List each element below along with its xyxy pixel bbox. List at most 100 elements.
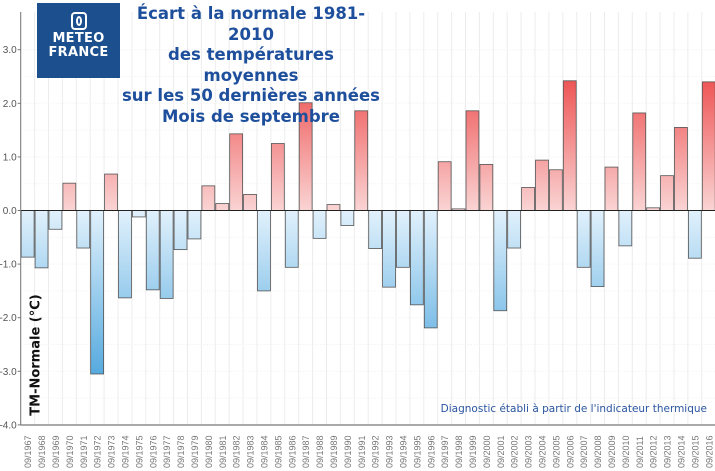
bar-09-1986 bbox=[284, 210, 299, 268]
bar-09-1994 bbox=[396, 210, 410, 268]
x-tick-label: 09/1972 bbox=[93, 435, 103, 468]
bar-09-1980 bbox=[201, 185, 216, 211]
bar-09-1982 bbox=[229, 133, 243, 211]
bar-09-2016 bbox=[701, 81, 715, 211]
x-tick-label: 09/1993 bbox=[385, 435, 395, 468]
bar-09-1993 bbox=[382, 210, 396, 288]
bar-09-1968 bbox=[34, 210, 49, 269]
bar-09-1978 bbox=[173, 210, 188, 251]
bar-09-1979 bbox=[187, 210, 202, 240]
x-tick-label: 09/1987 bbox=[301, 435, 311, 468]
x-tick-label: 09/2005 bbox=[551, 435, 561, 468]
x-tick-label: 09/2009 bbox=[607, 435, 617, 468]
x-tick-label: 09/1971 bbox=[79, 435, 89, 468]
bar-09-2003 bbox=[521, 187, 535, 211]
x-tick-label: 09/1986 bbox=[287, 435, 297, 468]
bar-09-2006 bbox=[562, 80, 577, 211]
x-tick-label: 09/1995 bbox=[412, 435, 422, 468]
x-tick-label: 09/1990 bbox=[343, 435, 353, 468]
bar-09-2000 bbox=[479, 164, 494, 211]
x-tick-label: 09/1992 bbox=[371, 435, 381, 468]
x-tick-label: 09/1975 bbox=[134, 435, 144, 468]
bar-09-2001 bbox=[493, 210, 508, 312]
bar-09-1974 bbox=[118, 210, 132, 299]
x-tick-label: 09/2015 bbox=[690, 435, 700, 468]
x-tick-label: 09/1980 bbox=[204, 435, 214, 468]
bar-09-1996 bbox=[423, 210, 438, 329]
x-tick-label: 09/1981 bbox=[218, 435, 228, 468]
y-tick-label: -4.0 bbox=[0, 420, 17, 431]
bar-09-1992 bbox=[368, 210, 383, 249]
x-tick-label: 09/2006 bbox=[565, 435, 575, 468]
x-tick-label: 09/2000 bbox=[482, 435, 492, 468]
x-tick-label: 09/2014 bbox=[676, 435, 686, 468]
y-tick-label: 2.0 bbox=[3, 99, 17, 110]
bar-09-2013 bbox=[660, 175, 674, 211]
bar-09-1971 bbox=[76, 210, 91, 249]
x-tick-label: 09/1994 bbox=[398, 435, 408, 468]
bar-09-1967 bbox=[20, 210, 35, 258]
bar-09-2008 bbox=[590, 210, 605, 288]
bar-09-2005 bbox=[549, 169, 563, 211]
bar-09-1997 bbox=[437, 161, 452, 211]
footnote: Diagnostic établi à partir de l'indicate… bbox=[440, 403, 707, 415]
x-tick-label: 09/2001 bbox=[496, 435, 506, 468]
bar-09-2004 bbox=[535, 159, 549, 211]
bar-09-1972 bbox=[90, 210, 104, 375]
y-tick-label: 1.0 bbox=[3, 152, 17, 163]
x-tick-label: 09/1974 bbox=[120, 435, 130, 468]
bar-09-2010 bbox=[618, 210, 633, 247]
bar-09-1970 bbox=[62, 182, 77, 211]
x-tick-label: 09/1997 bbox=[440, 435, 450, 468]
bar-09-1999 bbox=[465, 110, 480, 211]
x-tick-label: 09/1996 bbox=[426, 435, 436, 468]
x-tick-label: 09/2011 bbox=[635, 436, 645, 468]
bar-09-1981 bbox=[215, 203, 230, 211]
bar-09-1990 bbox=[340, 210, 355, 226]
y-tick-label: 0.0 bbox=[3, 206, 17, 217]
y-tick-label: -3.0 bbox=[0, 367, 17, 378]
x-tick-label: 09/1999 bbox=[468, 435, 478, 468]
x-tick-label: 09/2002 bbox=[510, 435, 520, 468]
x-tick-label: 09/1979 bbox=[190, 435, 200, 468]
bar-09-1977 bbox=[159, 210, 174, 299]
x-tick-label: 09/1968 bbox=[37, 435, 47, 468]
x-tick-label: 09/1976 bbox=[148, 435, 158, 468]
x-tick-label: 09/2008 bbox=[593, 435, 603, 468]
logo-icon bbox=[70, 12, 87, 30]
x-tick-label: 09/1969 bbox=[51, 435, 61, 468]
x-tick-label: 09/1973 bbox=[107, 435, 117, 468]
bar-09-2007 bbox=[576, 210, 591, 268]
x-tick-label: 09/1985 bbox=[273, 435, 283, 468]
bar-09-1983 bbox=[243, 194, 257, 211]
meteo-france-logo: METEO FRANCE bbox=[37, 3, 120, 78]
x-tick-label: 09/1983 bbox=[246, 435, 256, 468]
x-tick-label: 09/2004 bbox=[537, 435, 547, 468]
bars bbox=[20, 80, 715, 375]
x-tick-label: 09/1998 bbox=[454, 435, 464, 468]
x-tick-label: 09/1988 bbox=[315, 435, 325, 468]
grid bbox=[20, 12, 715, 426]
x-tick-label: 09/2016 bbox=[704, 435, 714, 468]
bar-09-1989 bbox=[326, 204, 341, 211]
x-tick-label: 09/1982 bbox=[232, 435, 242, 468]
bar-09-1973 bbox=[104, 173, 118, 211]
x-tick-label: 09/2012 bbox=[649, 435, 659, 468]
bar-09-2011 bbox=[632, 112, 647, 211]
x-tick-label: 09/1991 bbox=[357, 435, 367, 468]
y-tick-label: 3.0 bbox=[3, 45, 17, 56]
x-tick-label: 09/2010 bbox=[621, 435, 631, 468]
bar-09-1988 bbox=[312, 210, 327, 239]
x-tick-label: 09/2003 bbox=[524, 435, 534, 468]
chart-title: Écart à la normale 1981-2010 des tempéra… bbox=[121, 4, 381, 126]
y-axis-label: TM-Normale (°C) bbox=[28, 294, 44, 416]
bar-09-1969 bbox=[48, 210, 63, 230]
x-tick-label: 09/1970 bbox=[65, 435, 75, 468]
x-tick-label: 09/2007 bbox=[579, 435, 589, 468]
y-tick-label: -2.0 bbox=[0, 313, 17, 324]
bar-09-2009 bbox=[604, 166, 619, 211]
x-tick-label: 09/2013 bbox=[663, 435, 673, 468]
y-tick-label: -1.0 bbox=[0, 260, 17, 271]
x-tick-label: 09/1984 bbox=[259, 435, 269, 468]
